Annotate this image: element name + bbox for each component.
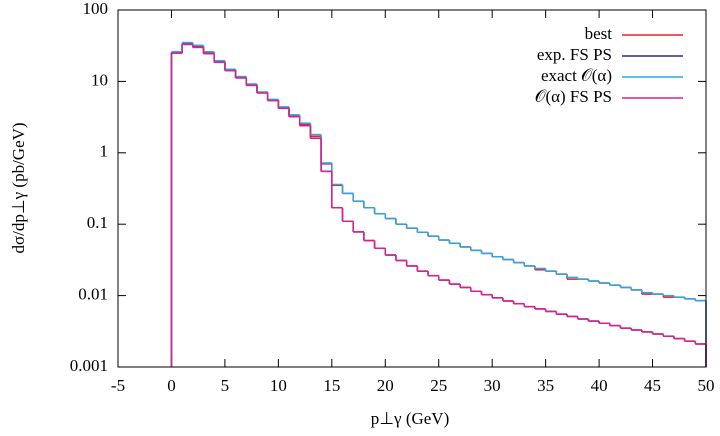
plot-frame [117,9,707,368]
x-tick-label: 50 [698,376,715,395]
x-tick-label: 25 [430,376,447,395]
x-tick-label: 10 [270,376,287,395]
y-tick-label: 0.1 [87,213,108,232]
y-tick-label: 1 [100,142,109,161]
x-tick-label: 0 [167,376,176,395]
y-tick-label: 100 [83,0,109,18]
x-tick-label: 5 [221,376,230,395]
x-tick-label: 35 [537,376,554,395]
x-tick-label: 20 [377,376,394,395]
y-tick-label: 0.001 [70,356,108,375]
legend-label: exact 𝒪(α) [541,66,612,85]
x-axis-label: p⊥γ (GeV) [371,409,450,428]
y-tick-label: 0.01 [78,285,108,304]
y-tick-label: 10 [91,70,108,89]
x-tick-label: 45 [644,376,661,395]
x-tick-label: 30 [484,376,501,395]
x-tick-label: 40 [591,376,608,395]
legend-label: 𝒪(α) FS PS [535,87,612,106]
legend-label: best [585,24,613,43]
y-axis-label: dσ/dp⊥γ (pb/GeV) [9,122,28,253]
legend-label: exp. FS PS [537,45,612,64]
x-tick-label: -5 [111,376,125,395]
x-tick-label: 15 [323,376,340,395]
